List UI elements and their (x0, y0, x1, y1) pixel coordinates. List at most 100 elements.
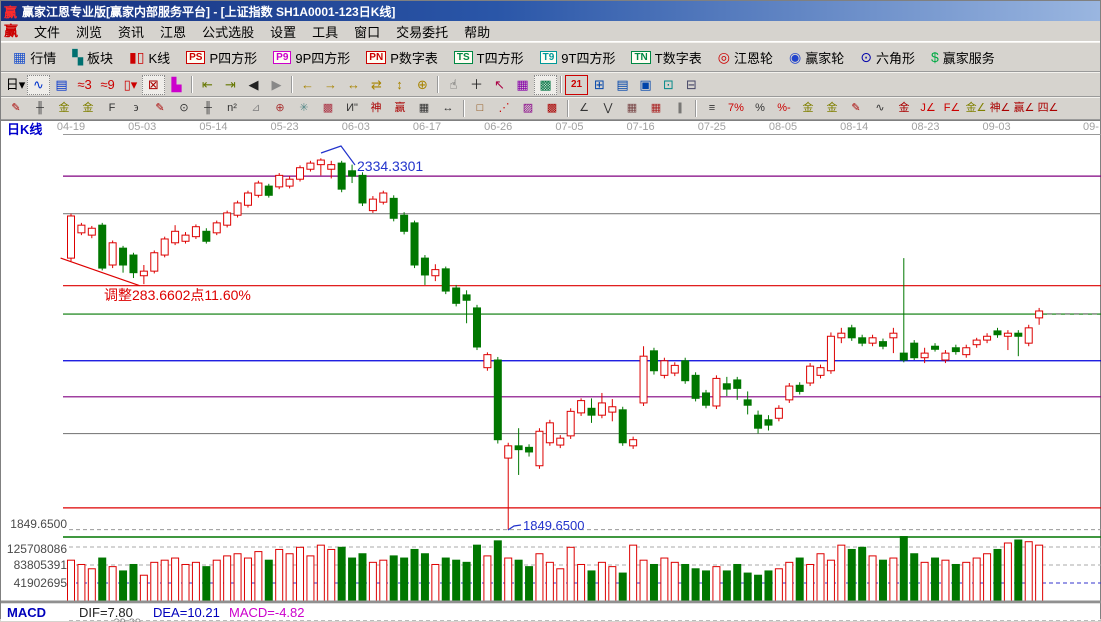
square-of-nine-icon[interactable]: n² (220, 100, 244, 118)
candle-body[interactable] (453, 288, 460, 303)
zoom-all-icon[interactable]: ⊕ (411, 75, 434, 95)
candle-body[interactable] (140, 271, 147, 276)
wave-tool-icon[interactable]: ∿ (868, 100, 892, 118)
jump-first-icon[interactable]: ⇤ (196, 75, 219, 95)
candle-body[interactable] (630, 440, 637, 446)
candle-body[interactable] (203, 231, 210, 241)
volume-bar[interactable] (182, 564, 189, 601)
price-ruler-icon[interactable]: ╫ (196, 100, 220, 118)
candle-body[interactable] (328, 165, 335, 170)
volume-bar[interactable] (224, 556, 231, 601)
j-angle-icon[interactable]: J∠ (916, 100, 940, 118)
volume-bar[interactable] (713, 567, 720, 601)
volume-bar[interactable] (775, 569, 782, 601)
candle-body[interactable] (765, 420, 772, 425)
menu-item-工具[interactable]: 工具 (304, 24, 346, 41)
candle-body[interactable] (213, 223, 220, 233)
menu-item-公式选股[interactable]: 公式选股 (194, 24, 262, 41)
volume-bar[interactable] (661, 558, 668, 601)
candle-body[interactable] (99, 225, 106, 268)
candle-body[interactable] (827, 336, 834, 370)
menu-item-浏览[interactable]: 浏览 (68, 24, 110, 41)
wave-mark-icon[interactable]: И" (340, 100, 364, 118)
candle-body[interactable] (682, 361, 689, 381)
candle-body[interactable] (744, 400, 751, 405)
candle-body[interactable] (120, 248, 127, 265)
volume-bar[interactable] (890, 558, 897, 601)
menu-item-帮助[interactable]: 帮助 (456, 24, 498, 41)
volume-bar[interactable] (349, 558, 356, 601)
volume-bar[interactable] (619, 573, 626, 601)
candle-body[interactable] (421, 258, 428, 275)
mark-pen-icon[interactable]: ✎ (844, 100, 868, 118)
volume-bar[interactable] (848, 549, 855, 601)
candle-body[interactable] (755, 415, 762, 428)
volume-bar[interactable] (1015, 540, 1022, 601)
volume-bar[interactable] (244, 558, 251, 601)
candle-body[interactable] (224, 213, 231, 225)
candle-type-icon[interactable]: ▯▾ (119, 75, 142, 95)
volume-bar[interactable] (213, 560, 220, 601)
volume-bar[interactable] (827, 560, 834, 601)
volume-bar[interactable] (78, 564, 85, 601)
volume-bar[interactable] (567, 547, 574, 601)
volume-bar[interactable] (879, 560, 886, 601)
volume-bar[interactable] (692, 569, 699, 601)
candle-body[interactable] (338, 163, 345, 189)
volume-bar[interactable] (494, 541, 501, 601)
candle-body[interactable] (703, 393, 710, 405)
volume-bar[interactable] (578, 564, 585, 601)
volume-bar[interactable] (99, 558, 106, 601)
candle-body[interactable] (640, 356, 647, 403)
expand-horizontal-icon[interactable]: ↔ (342, 75, 365, 95)
menu-item-设置[interactable]: 设置 (262, 24, 304, 41)
shift-left-icon[interactable]: ← (296, 75, 319, 95)
box-select-icon[interactable]: □ (468, 100, 492, 118)
fibonacci-ruler-icon[interactable]: F (100, 100, 124, 118)
candle-body[interactable] (151, 253, 158, 271)
pan-hand-icon[interactable]: ☝ (442, 75, 465, 95)
percent-7-icon[interactable]: 7% (724, 100, 748, 118)
candle-body[interactable] (692, 375, 699, 398)
volume-bar[interactable] (442, 558, 449, 601)
volume-bar[interactable] (276, 549, 283, 601)
candle-body[interactable] (109, 243, 116, 265)
winner-wheel-button[interactable]: ◉赢家轮 (781, 45, 852, 70)
quotes-button[interactable]: ▦行情 (5, 45, 64, 70)
candle-body[interactable] (890, 333, 897, 338)
parallel-lines-icon[interactable]: ∥ (668, 100, 692, 118)
ma-3-icon[interactable]: ≈3 (73, 75, 96, 95)
gann-circle-icon[interactable]: ⊙ (172, 100, 196, 118)
candle-body[interactable] (942, 353, 949, 360)
page-left-icon[interactable]: ◀ (242, 75, 265, 95)
volume-bar[interactable] (588, 571, 595, 601)
star-box-icon[interactable]: ▩ (316, 100, 340, 118)
candle-body[interactable] (734, 380, 741, 388)
fan-lines-icon[interactable]: ⋰ (492, 100, 516, 118)
candle-body[interactable] (775, 408, 782, 418)
menu-item-资讯[interactable]: 资讯 (110, 24, 152, 41)
volume-bar[interactable] (807, 564, 814, 601)
volume-bar[interactable] (359, 554, 366, 601)
volume-bar[interactable] (682, 564, 689, 601)
volume-bar[interactable] (463, 562, 470, 601)
volume-bar[interactable] (1036, 545, 1043, 601)
candle-body[interactable] (546, 423, 553, 443)
volume-bar[interactable] (984, 554, 991, 601)
menu-item-交易委托[interactable]: 交易委托 (388, 24, 456, 41)
candle-body[interactable] (68, 216, 75, 258)
candle-body[interactable] (515, 446, 522, 450)
candle-body[interactable] (411, 223, 418, 265)
volume-bar[interactable] (650, 564, 657, 601)
candle-body[interactable] (650, 351, 657, 371)
save-icon[interactable]: ▣ (634, 75, 657, 95)
grid-red2-icon[interactable]: ▦ (644, 100, 668, 118)
volume-bar[interactable] (172, 558, 179, 601)
pen-icon[interactable]: ✎ (148, 100, 172, 118)
volume-bar[interactable] (630, 545, 637, 601)
candle-body[interactable] (172, 231, 179, 242)
